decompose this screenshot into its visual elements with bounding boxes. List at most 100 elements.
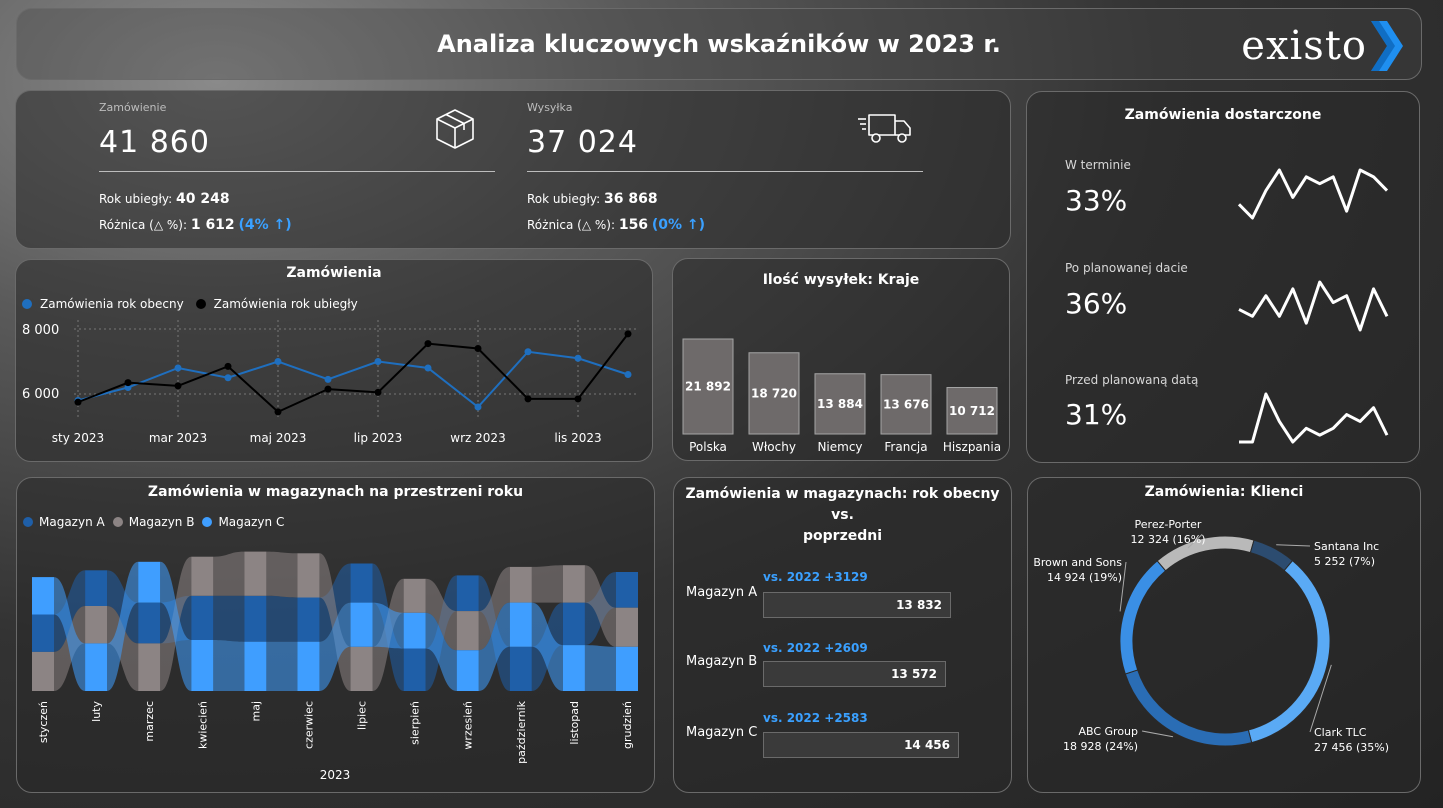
shipping-prev-value: 36 868 <box>603 191 658 207</box>
shipping-kpi-label: Wysyłka <box>527 101 573 114</box>
bar-value-label: 18 720 <box>751 386 797 400</box>
data-point <box>274 358 282 365</box>
x-tick-label: wrz 2023 <box>450 431 505 445</box>
month-label: styczeń <box>37 701 50 743</box>
leader-line <box>1309 664 1332 733</box>
orders-prev-row: Rok ubiegły: 40 248 <box>99 191 230 207</box>
on-time-value: 33% <box>1065 184 1128 217</box>
x-tick-label: maj 2023 <box>250 431 307 445</box>
ribbon-column <box>244 551 267 596</box>
month-label: kwiecień <box>196 701 209 749</box>
leader-line <box>1187 534 1203 549</box>
compare-row-value: 13 832 <box>896 598 942 612</box>
ribbon-column <box>509 646 532 691</box>
slice-label: 18 928 (24%) <box>1063 740 1138 753</box>
warehouses-year-panel: Zamówienia w magazynach na przestrzeni r… <box>16 477 655 793</box>
ribbon-column <box>616 646 638 691</box>
y-tick-label: 6 000 <box>22 387 59 402</box>
bar-value-label: 13 884 <box>817 397 863 411</box>
ribbon-column <box>562 602 585 646</box>
month-label: grudzień <box>621 701 634 749</box>
data-point <box>274 408 282 416</box>
month-label: czerwiec <box>302 701 315 749</box>
ribbon-column <box>456 650 479 691</box>
bar-value-label: 13 676 <box>883 397 929 411</box>
countries-bar-chart: 21 892 Polska 18 720 Włochy 13 884 Niemcy 13 6… <box>682 338 1001 454</box>
shipping-kpi: Wysyłka 37 024 Rok ubiegły: 36 868 Różni… <box>527 91 927 250</box>
ribbon <box>160 561 192 691</box>
orders-prev-value: 40 248 <box>175 191 230 207</box>
series-line <box>77 333 629 414</box>
truck-icon <box>858 114 911 143</box>
category-label: Polska <box>689 440 727 454</box>
x-axis-label: 2023 <box>320 768 351 782</box>
legend-b-swatch <box>112 517 123 527</box>
orders-kpi: Zamówienie 41 860 Rok ubiegły: 40 248 Ró… <box>99 91 499 250</box>
ribbon <box>584 645 616 691</box>
data-point <box>324 385 332 393</box>
ribbon-column <box>191 556 214 596</box>
data-point <box>524 348 532 356</box>
warehouses-year-legend: Magazyn A Magazyn B Magazyn C <box>23 515 284 529</box>
sparkline <box>1238 280 1389 332</box>
data-point <box>124 379 132 387</box>
shipping-diff-pct: (0% ↑) <box>651 217 706 233</box>
ribbon-column <box>350 563 373 603</box>
data-point <box>524 395 532 403</box>
data-point <box>224 362 232 370</box>
x-tick-label: sty 2023 <box>52 431 104 445</box>
month-label: listopad <box>568 701 581 745</box>
delivered-sparklines <box>1237 168 1389 444</box>
compare-row-delta: vs. 2022 +3129 <box>763 570 868 584</box>
ribbon <box>213 595 245 642</box>
ribbon-column <box>85 570 108 606</box>
clients-donut-panel: Zamówienia: Klienci Clark TLC 27 456 (35%… <box>1027 477 1421 793</box>
delivered-panel: Zamówienia dostarczone W terminie 33% Po… <box>1026 91 1420 463</box>
month-label: sierpień <box>409 701 422 745</box>
clients-donut-chart: Clark TLC 27 456 (35%) ABC Group 18 928 (24… <box>1033 518 1389 754</box>
data-point <box>74 398 82 406</box>
data-point <box>324 375 332 383</box>
donut-slice <box>1249 539 1294 572</box>
leader-line <box>1276 544 1311 547</box>
bar <box>814 373 866 435</box>
slice-label: 5 252 (7%) <box>1314 555 1375 568</box>
sparkline <box>1239 392 1389 444</box>
data-point <box>374 388 382 396</box>
month-label: październik <box>515 700 528 763</box>
ribbon <box>372 602 404 649</box>
ribbon-column <box>32 651 54 691</box>
delivered-title: Zamówienia dostarczone <box>1124 107 1322 123</box>
orders-prev-label: Rok ubiegły: <box>99 192 173 206</box>
ribbon-column <box>244 641 267 691</box>
compare-row-label: Magazyn B <box>686 654 758 669</box>
legend-c-label: Magazyn C <box>218 515 285 529</box>
kpi-panel: Zamówienie 41 860 Rok ubiegły: 40 248 Ró… <box>15 90 1011 249</box>
month-label: luty <box>90 701 103 722</box>
ribbon-column <box>403 648 426 691</box>
legend-current-label: Zamówienia rok obecny <box>40 297 184 311</box>
ribbon <box>213 640 245 691</box>
data-point <box>474 345 482 352</box>
orders-kpi-label: Zamówienie <box>99 101 167 114</box>
legend-previous-label: Zamówienia rok ubiegły <box>213 297 358 311</box>
ribbon <box>531 602 563 691</box>
ribbon <box>425 578 457 651</box>
ribbon-column <box>403 578 426 613</box>
orders-line-chart: 8 000 6 000 sty 2023 mar 2023 maj 2023 lip … <box>22 320 636 445</box>
shipping-kpi-value: 37 024 <box>527 125 638 160</box>
data-point <box>174 382 182 390</box>
slice-label: ABC Group <box>1078 725 1138 738</box>
page-title: Analiza kluczowych wskaźników w 2023 r. <box>437 30 1001 58</box>
ribbon-column <box>85 606 108 644</box>
ribbon-column <box>244 595 267 642</box>
donut-slice <box>1124 669 1253 747</box>
early-label: Przed planowaną datą <box>1065 373 1199 387</box>
leader-line <box>1141 730 1174 738</box>
bar <box>946 387 998 435</box>
data-point <box>374 358 382 365</box>
ribbon-column <box>403 612 426 649</box>
late-value: 36% <box>1065 287 1128 320</box>
legend-b-label: Magazyn B <box>128 515 195 529</box>
ribbon <box>266 641 298 691</box>
